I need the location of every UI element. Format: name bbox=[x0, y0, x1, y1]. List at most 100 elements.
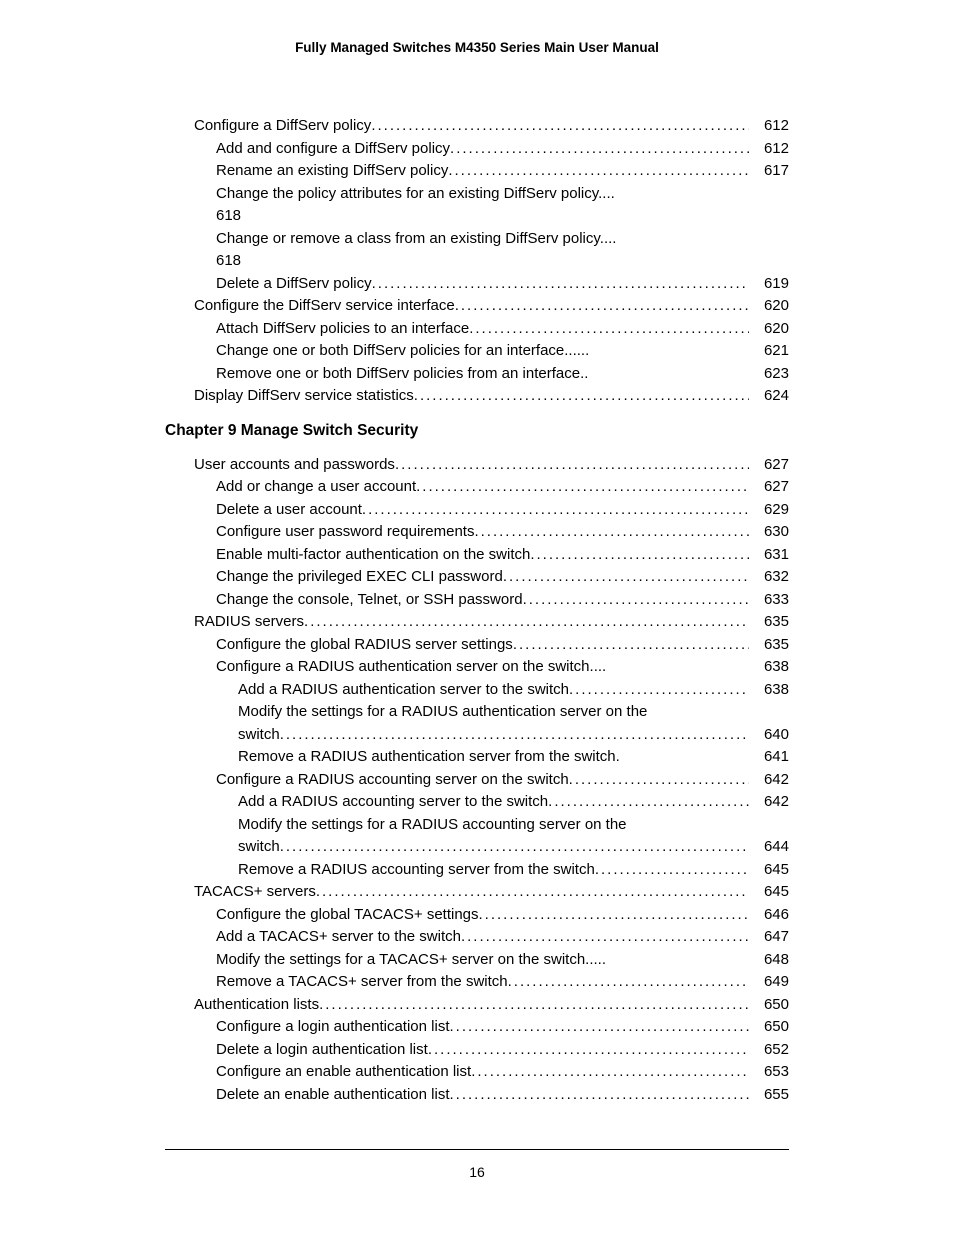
toc-entry: Remove a RADIUS accounting server from t… bbox=[182, 859, 789, 882]
toc-text: Change one or both DiffServ policies for… bbox=[216, 340, 589, 363]
toc-text: Add or change a user account bbox=[216, 476, 416, 499]
toc-page: 627 bbox=[749, 454, 789, 477]
toc-text: switch bbox=[238, 724, 280, 747]
toc-text: Configure the global RADIUS server setti… bbox=[216, 634, 513, 657]
toc-dots bbox=[449, 1016, 749, 1039]
toc-page: 612 bbox=[749, 138, 789, 161]
toc-dots bbox=[469, 318, 749, 341]
toc-entry: Remove a TACACS+ server from the switch6… bbox=[182, 971, 789, 994]
toc-text: Remove one or both DiffServ policies fro… bbox=[216, 363, 588, 386]
toc-entry: Configure the DiffServ service interface… bbox=[182, 295, 789, 318]
toc-dots bbox=[569, 769, 749, 792]
toc-text: Delete a user account bbox=[216, 499, 362, 522]
toc-entry: Delete a DiffServ policy619 bbox=[182, 273, 789, 296]
toc-page: 650 bbox=[749, 994, 789, 1017]
toc-page: 620 bbox=[749, 295, 789, 318]
toc-dots bbox=[471, 1061, 749, 1084]
toc-entry-page-wrap: 618 bbox=[182, 205, 789, 228]
toc-page: 630 bbox=[749, 521, 789, 544]
toc-text: Delete a login authentication list bbox=[216, 1039, 428, 1062]
toc-page: 653 bbox=[749, 1061, 789, 1084]
toc-entry: Change the privileged EXEC CLI password 6… bbox=[182, 566, 789, 589]
toc-text: TACACS+ servers bbox=[194, 881, 316, 904]
toc-entry: Configure an enable authentication list 6… bbox=[182, 1061, 789, 1084]
toc-text: switch bbox=[238, 836, 280, 859]
toc-page: 624 bbox=[749, 385, 789, 408]
toc-page: 635 bbox=[749, 611, 789, 634]
toc-entry: User accounts and passwords627 bbox=[182, 454, 789, 477]
toc-dots bbox=[316, 881, 749, 904]
toc-page: 645 bbox=[749, 859, 789, 882]
toc-text: Remove a TACACS+ server from the switch bbox=[216, 971, 508, 994]
toc-dots bbox=[416, 476, 749, 499]
toc-dots bbox=[479, 904, 749, 927]
toc-page: 612 bbox=[749, 115, 789, 138]
toc-text: Rename an existing DiffServ policy bbox=[216, 160, 448, 183]
toc-page: 627 bbox=[749, 476, 789, 499]
toc-page: 638 bbox=[749, 679, 789, 702]
toc-entry: RADIUS servers 635 bbox=[182, 611, 789, 634]
toc-dots bbox=[448, 160, 749, 183]
toc-entry: Change or remove a class from an existin… bbox=[182, 228, 789, 251]
toc-page: 650 bbox=[749, 1016, 789, 1039]
chapter-heading: Chapter 9 Manage Switch Security bbox=[165, 422, 789, 440]
toc-dots bbox=[319, 994, 749, 1017]
toc-entry: Add a RADIUS authentication server to th… bbox=[182, 679, 789, 702]
toc-entry: Configure a login authentication list650 bbox=[182, 1016, 789, 1039]
toc-text: Remove a RADIUS authentication server fr… bbox=[238, 746, 620, 769]
toc-dots bbox=[523, 589, 749, 612]
toc-entry: switch 644 bbox=[182, 836, 789, 859]
toc-page: 644 bbox=[749, 836, 789, 859]
toc-dots bbox=[450, 138, 749, 161]
toc-entry: Configure the global TACACS+ settings646 bbox=[182, 904, 789, 927]
toc-text: Add and configure a DiffServ policy bbox=[216, 138, 450, 161]
toc-entry: Modify the settings for a RADIUS authent… bbox=[182, 701, 789, 724]
toc-entry: Rename an existing DiffServ policy617 bbox=[182, 160, 789, 183]
toc-page: 629 bbox=[749, 499, 789, 522]
toc-entry: Attach DiffServ policies to an interface… bbox=[182, 318, 789, 341]
toc-entry: Authentication lists650 bbox=[182, 994, 789, 1017]
toc-entry: Configure the global RADIUS server setti… bbox=[182, 634, 789, 657]
toc-page: 640 bbox=[749, 724, 789, 747]
toc-text: Delete a DiffServ policy bbox=[216, 273, 372, 296]
toc-dots bbox=[371, 115, 749, 138]
toc-text: RADIUS servers bbox=[194, 611, 304, 634]
toc-text: Add a TACACS+ server to the switch bbox=[216, 926, 461, 949]
toc-text: Delete an enable authentication list bbox=[216, 1084, 450, 1107]
toc-entry: Add or change a user account 627 bbox=[182, 476, 789, 499]
toc-page: 635 bbox=[749, 634, 789, 657]
toc-text: Configure the DiffServ service interface bbox=[194, 295, 455, 318]
toc-text: Remove a RADIUS accounting server from t… bbox=[238, 859, 595, 882]
toc-page: 641 bbox=[749, 746, 789, 769]
toc-dots bbox=[461, 926, 749, 949]
toc-text: Display DiffServ service statistics bbox=[194, 385, 414, 408]
document-page: Fully Managed Switches M4350 Series Main… bbox=[0, 0, 954, 1106]
toc-dots bbox=[513, 634, 749, 657]
toc-dots bbox=[362, 499, 749, 522]
toc-text: Change the privileged EXEC CLI password bbox=[216, 566, 503, 589]
page-footer: 16 bbox=[165, 1149, 789, 1180]
toc-dots bbox=[508, 971, 749, 994]
toc-page: 638 bbox=[749, 656, 789, 679]
toc-text: Configure user password requirements bbox=[216, 521, 474, 544]
toc-text: Add a RADIUS accounting server to the sw… bbox=[238, 791, 548, 814]
toc-dots bbox=[474, 521, 749, 544]
toc-entry: Add and configure a DiffServ policy 612 bbox=[182, 138, 789, 161]
toc-entry: Enable multi-factor authentication on th… bbox=[182, 544, 789, 567]
toc-page: 652 bbox=[749, 1039, 789, 1062]
toc-section-1: Configure a DiffServ policy612Add and co… bbox=[182, 115, 789, 408]
toc-entry: Configure a RADIUS authentication server… bbox=[182, 656, 789, 679]
toc-text: Add a RADIUS authentication server to th… bbox=[238, 679, 569, 702]
toc-entry: Configure a DiffServ policy612 bbox=[182, 115, 789, 138]
toc-dots bbox=[304, 611, 749, 634]
toc-text: Configure the global TACACS+ settings bbox=[216, 904, 479, 927]
toc-dots bbox=[428, 1039, 749, 1062]
toc-entry: Remove a RADIUS authentication server fr… bbox=[182, 746, 789, 769]
toc-page: 631 bbox=[749, 544, 789, 567]
toc-entry: Modify the settings for a TACACS+ server… bbox=[182, 949, 789, 972]
toc-text: Configure an enable authentication list bbox=[216, 1061, 471, 1084]
toc-dots bbox=[450, 1084, 750, 1107]
toc-page: 623 bbox=[749, 363, 789, 386]
toc-page: 645 bbox=[749, 881, 789, 904]
toc-page: 632 bbox=[749, 566, 789, 589]
